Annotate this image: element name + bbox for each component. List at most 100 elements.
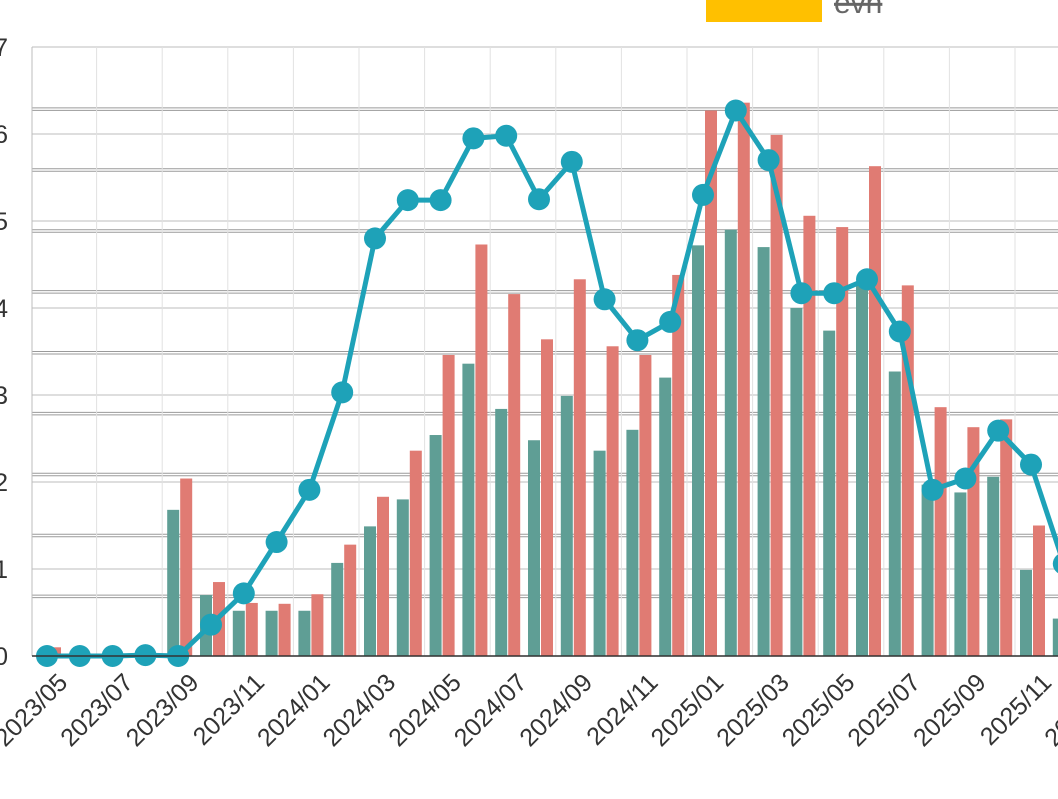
line-point — [954, 467, 977, 490]
bar-series-1 — [692, 245, 704, 657]
bar-series-1 — [298, 610, 311, 656]
bar-series-1 — [757, 247, 770, 656]
bar-series-1 — [265, 610, 278, 656]
x-tick-label: 2025/05 — [777, 668, 861, 752]
bar-series-2 — [836, 227, 849, 656]
x-tick-label: 2025/09 — [908, 668, 992, 752]
y-tick-label: 7 — [0, 34, 8, 62]
bar-series-1 — [364, 526, 376, 656]
bar-series-2 — [737, 102, 750, 657]
bar-series-2 — [770, 134, 783, 656]
line-point — [134, 644, 157, 667]
bar-series-1 — [167, 509, 180, 656]
bar-series-2 — [639, 354, 652, 656]
x-tick-label: 2024/07 — [449, 668, 533, 752]
line-point — [724, 99, 747, 122]
bar-series-2 — [573, 279, 586, 656]
y-tick-label: 1 — [0, 556, 8, 584]
bar-series-1 — [823, 330, 836, 656]
x-tick-label: 2024/09 — [514, 668, 598, 752]
x-tick-label: 2025/01 — [646, 668, 730, 752]
bar-series-1 — [593, 450, 606, 656]
line-point — [987, 419, 1010, 442]
bar-series-1 — [495, 408, 508, 656]
line-point — [528, 188, 550, 211]
bar-series-1 — [659, 377, 672, 656]
legend-label-evh[interactable]: evh — [834, 0, 882, 20]
bar-series-1 — [1020, 569, 1032, 656]
line-point — [626, 329, 649, 352]
line-point — [1020, 453, 1042, 476]
line-point — [560, 150, 583, 173]
bar-series-1 — [954, 492, 967, 656]
bar-layer — [49, 102, 1058, 657]
legend-swatch-evh[interactable] — [706, 0, 822, 22]
line-point — [298, 478, 321, 501]
x-tick-label: 2025/07 — [842, 668, 926, 752]
line-point — [364, 227, 386, 250]
bar-series-1 — [429, 435, 442, 656]
line-point — [856, 268, 878, 291]
y-tick-label: 3 — [0, 382, 8, 410]
bar-series-2 — [344, 544, 357, 656]
bar-series-2 — [1000, 419, 1013, 656]
bar-series-2 — [803, 215, 816, 656]
bar-series-1 — [790, 308, 803, 656]
legend[interactable]: evh — [706, 0, 882, 22]
line-point — [331, 381, 354, 404]
line-point — [495, 124, 518, 147]
line-point — [921, 478, 944, 501]
line-point — [593, 288, 616, 311]
x-tick-label: 2023/07 — [55, 668, 139, 752]
line-point — [757, 149, 780, 172]
line-point — [790, 282, 813, 305]
line-point — [659, 310, 682, 333]
x-tick-label: 2024/01 — [252, 668, 336, 752]
y-tick-label: 4 — [0, 295, 8, 323]
bar-series-2 — [705, 110, 717, 656]
bar-series-2 — [245, 602, 258, 656]
y-tick-label: 2 — [0, 469, 8, 497]
bar-series-2 — [934, 407, 947, 656]
bar-series-2 — [869, 166, 881, 656]
x-tick-label: 2024/03 — [318, 668, 402, 752]
y-tick-label: 5 — [0, 208, 8, 236]
x-tick-label: 2024/05 — [383, 668, 467, 752]
bar-series-1 — [1052, 618, 1058, 656]
bar-series-1 — [888, 371, 901, 656]
bar-series-2 — [1033, 525, 1045, 656]
bar-series-1 — [724, 229, 737, 656]
bar-series-2 — [377, 496, 389, 656]
bar-series-1 — [987, 476, 1000, 656]
y-tick-label: 6 — [0, 121, 8, 149]
bar-series-2 — [180, 478, 193, 656]
bar-series-1 — [560, 395, 573, 656]
bar-series-1 — [856, 281, 868, 656]
x-tick-label: 2025/03 — [711, 668, 795, 752]
bar-series-1 — [462, 363, 475, 656]
bar-series-2 — [508, 294, 521, 656]
bar-series-2 — [278, 603, 291, 656]
line-point — [200, 613, 222, 636]
x-tick-label: 2023/09 — [121, 668, 205, 752]
bar-series-1 — [331, 562, 344, 656]
bar-series-1 — [528, 440, 540, 656]
line-layer — [36, 99, 1058, 667]
line-point — [692, 183, 714, 206]
y-tick-label: 0 — [0, 643, 8, 671]
bar-series-2 — [311, 594, 324, 656]
line-point — [396, 189, 419, 212]
bar-series-1 — [626, 429, 639, 656]
line-point — [429, 189, 452, 212]
bar-series-2 — [541, 339, 553, 656]
bar-series-2 — [606, 346, 619, 656]
bar-series-2 — [409, 450, 422, 656]
bar-series-1 — [396, 499, 409, 656]
line-point — [462, 127, 485, 150]
line-point — [823, 282, 846, 305]
bar-series-1 — [232, 610, 245, 656]
line-point — [265, 531, 288, 554]
line-point — [888, 320, 911, 343]
